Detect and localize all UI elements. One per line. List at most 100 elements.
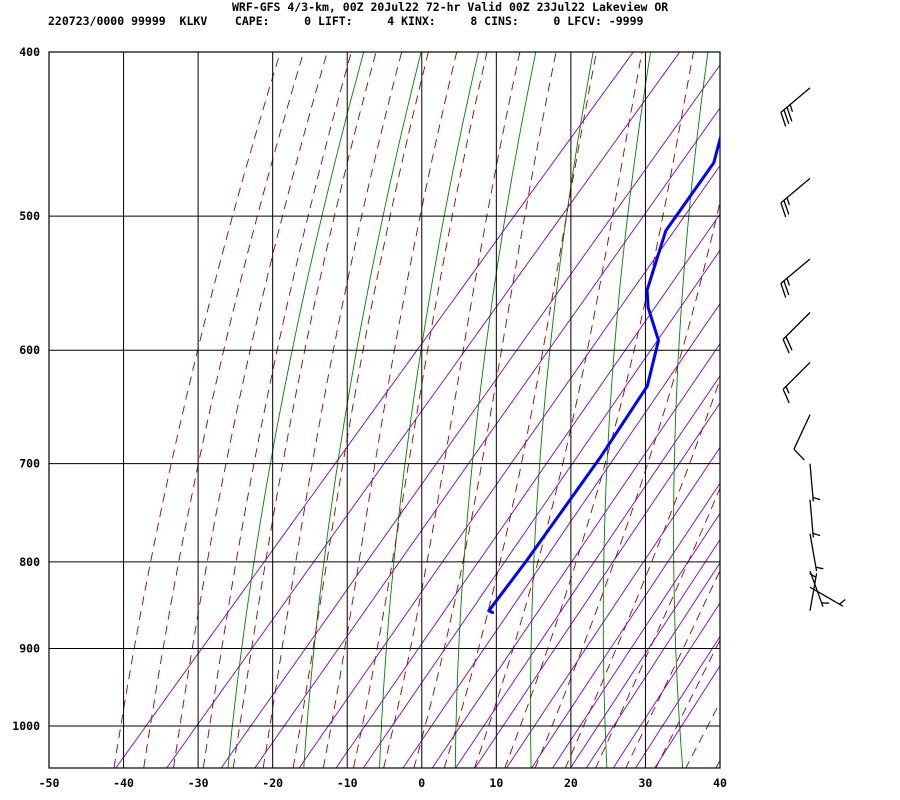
moist-adiabat-line: [685, 701, 720, 768]
y-tick-label: 500: [19, 209, 40, 223]
mixing-ratio-line: [455, 375, 720, 768]
wind-barb-flag: [786, 197, 791, 206]
y-tick-label: 600: [19, 343, 40, 357]
y-tick-label: 700: [19, 457, 40, 471]
moist-adiabat-line: [443, 52, 597, 768]
wind-barb-flag: [786, 278, 791, 286]
dry-adiabat-line: [227, 52, 365, 768]
moist-adiabat-line: [564, 378, 720, 768]
moist-adiabat-line: [143, 52, 305, 768]
wind-barb-flag: [782, 339, 790, 354]
mixing-ratio-line: [335, 213, 720, 768]
y-axis-ticks: 400 500 600 700 800 900 1000: [12, 45, 40, 733]
wind-barb-flag: [786, 106, 793, 122]
wind-barb-shaft: [809, 570, 824, 607]
wind-barb-flag: [812, 532, 821, 537]
mixing-ratio-line: [298, 164, 720, 768]
mixing-ratio-line: [115, 52, 634, 768]
mixing-ratio-line: [220, 64, 720, 768]
wind-barb-flag: [782, 389, 790, 404]
x-tick-label: 40: [713, 776, 727, 790]
wind-barb-flag: [815, 566, 824, 570]
wind-barbs: [780, 87, 846, 611]
moist-adiabat-line: [504, 52, 694, 768]
wind-barb-shaft: [782, 361, 811, 390]
mixing-ratio-line: [531, 482, 720, 768]
temperature-trace: [757, 77, 824, 611]
wind-barb-flag: [809, 572, 817, 578]
moist-adiabat-line: [715, 759, 720, 768]
wind-barb-shaft: [780, 177, 811, 204]
x-tick-label: -20: [262, 776, 283, 790]
wind-barb-flag: [793, 448, 805, 461]
x-tick-label: -40: [113, 776, 134, 790]
mixing-ratio-line: [552, 512, 720, 768]
dry-adiabat-line: [871, 14, 900, 782]
wind-barb-flag: [785, 386, 790, 394]
wind-barb-shaft: [809, 573, 818, 611]
wind-barb-flag: [783, 109, 790, 125]
mixing-ratio-line: [585, 562, 720, 768]
moist-adiabat-line: [173, 52, 328, 768]
x-tick-label: 20: [564, 776, 578, 790]
x-tick-label: -10: [337, 776, 358, 790]
wind-barb-shaft: [809, 499, 814, 538]
moist-adiabat-line: [113, 52, 281, 768]
chart-title: WRF-GFS 4/3-km, 00Z 20Jul22 72-hr Valid …: [232, 0, 669, 14]
wind-barb-flag: [780, 283, 787, 298]
wind-barb-flag: [812, 496, 821, 501]
moist-adiabat-line: [655, 639, 720, 768]
thermodynamic-background: [113, 14, 900, 782]
x-tick-label: 10: [489, 776, 503, 790]
dry-adiabat-line: [673, 52, 709, 768]
wind-barb-flag: [839, 598, 846, 605]
wind-barb-shaft: [793, 414, 811, 450]
x-tick-label: -30: [188, 776, 209, 790]
wind-barb-flag: [789, 104, 794, 112]
dry-adiabat-line: [379, 52, 479, 768]
wind-barb-flag: [780, 112, 787, 127]
wind-barb-shaft: [809, 533, 818, 572]
x-axis-ticks: -50 -40 -30 -20 -10 0 10 20 30 40: [39, 776, 727, 790]
moist-adiabat-line: [262, 52, 403, 768]
mixing-ratio-line: [166, 52, 681, 768]
moist-adiabat-line: [202, 52, 352, 768]
wind-barb-flag: [785, 336, 793, 351]
wind-barb-flag: [783, 280, 790, 296]
wind-barb-shaft: [780, 87, 811, 113]
y-tick-label: 900: [19, 641, 40, 655]
mixing-ratio-line: [570, 538, 720, 768]
moist-adiabat-line: [322, 52, 458, 768]
moist-adiabat-line: [595, 487, 720, 768]
dewpoint-trace: [487, 133, 720, 614]
wind-barb-shaft: [809, 463, 814, 502]
x-tick-label: -50: [39, 776, 60, 790]
moist-adiabat-line: [738, 14, 900, 782]
plot-frame: [48, 51, 721, 769]
moist-adiabat-line: [625, 569, 720, 768]
wind-barb-flag: [780, 202, 787, 218]
dry-adiabat-line: [454, 52, 537, 768]
y-tick-label: 1000: [12, 719, 40, 733]
dry-adiabat-line: [602, 52, 652, 768]
dry-adiabat-line: [303, 52, 422, 768]
wind-barb-flag: [783, 200, 790, 215]
moist-adiabat-line: [352, 52, 488, 768]
mixing-ratio-line: [654, 665, 720, 768]
moist-adiabat-line: [292, 52, 429, 768]
mixing-ratio-line: [506, 446, 720, 768]
wind-barb-shaft: [780, 258, 811, 284]
mixing-ratio-line: [431, 342, 720, 768]
sounding-traces: [487, 77, 824, 614]
moist-adiabat-line: [474, 52, 643, 768]
x-tick-label: 0: [418, 776, 425, 790]
mixing-ratio-line: [362, 249, 720, 768]
mixing-ratio-line: [474, 402, 720, 768]
stability-indices-line: 220723/0000 99999 KLKV CAPE: 0 LIFT: 4 K…: [48, 14, 644, 28]
moist-adiabat-line: [232, 52, 377, 768]
moist-adiabat-line: [534, 200, 720, 768]
mixing-ratio-line: [612, 602, 720, 768]
y-tick-label: 800: [19, 555, 40, 569]
wind-barb-shaft: [782, 312, 811, 340]
